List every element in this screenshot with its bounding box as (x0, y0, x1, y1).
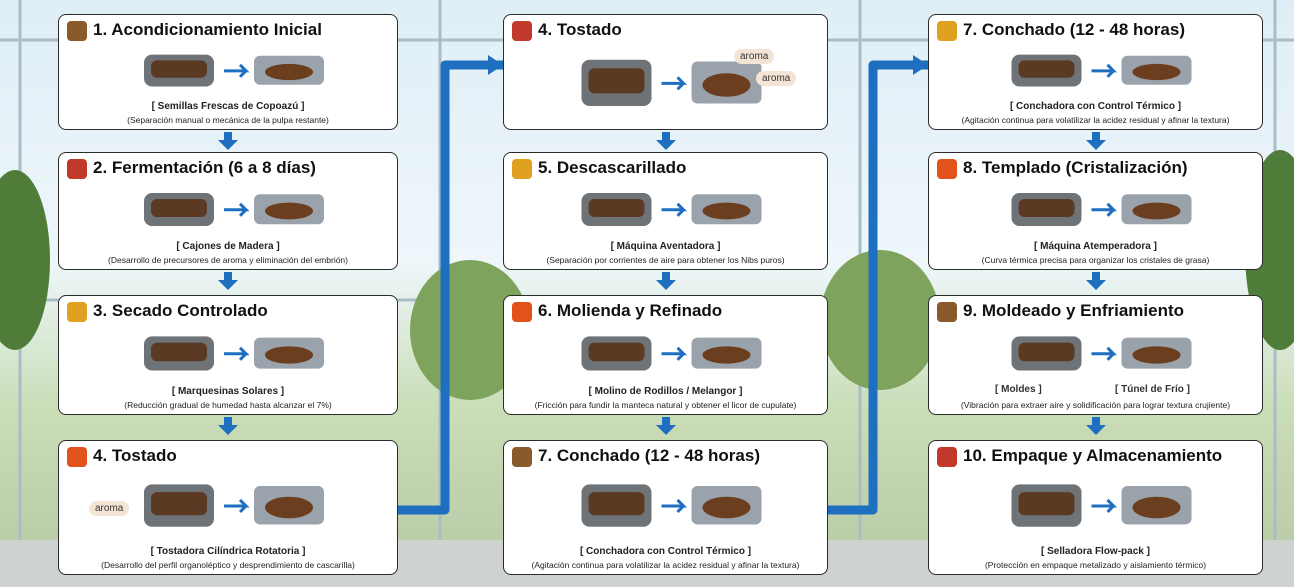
step-title: 10. Empaque y Almacenamiento (963, 446, 1222, 466)
illustration (929, 469, 1264, 546)
step-icon (937, 302, 957, 322)
step-icon (67, 302, 87, 322)
step-card: 8. Templado (Cristalización) [ Máquina At… (928, 152, 1263, 270)
equipment-label: [ Selladora Flow-pack ] (929, 546, 1262, 557)
illustration (504, 469, 829, 546)
step-title: 2. Fermentación (6 a 8 días) (93, 158, 316, 178)
equipment-label: [ Conchadora con Control Térmico ] (929, 101, 1262, 112)
step-title: 4. Tostado (93, 446, 177, 466)
step-title: 7. Conchado (12 - 48 horas) (963, 20, 1185, 40)
flow-arrow (1086, 132, 1106, 150)
step-card: 9. Moldeado y Enfriamiento [ Moldes ] [ Tú… (928, 295, 1263, 415)
step-title: 1. Acondicionamiento Inicial (93, 20, 322, 40)
step-description: (Agitación continua para volatilizar la … (929, 115, 1262, 125)
flow-arrow (656, 272, 676, 290)
illustration (929, 181, 1264, 241)
step-description: (Reducción gradual de humedad hasta alca… (59, 400, 397, 410)
illustration (59, 43, 399, 101)
illustration (59, 181, 399, 241)
step-title: 6. Molienda y Refinado (538, 301, 722, 321)
flow-arrow (218, 417, 238, 435)
equipment-label: [ Marquesinas Solares ] (59, 386, 397, 397)
step-title: 9. Moldeado y Enfriamiento (963, 301, 1184, 321)
flow-arrow (1086, 272, 1106, 290)
step-icon (937, 159, 957, 179)
image-label: [ Túnel de Frío ] (1109, 382, 1196, 397)
step-icon (512, 21, 532, 41)
equipment-label: [ Molino de Rodillos / Melangor ] (504, 386, 827, 397)
step-description: (Fricción para fundir la manteca natural… (504, 400, 827, 410)
step-icon (512, 159, 532, 179)
step-card: 6. Molienda y Refinado [ Molino de Rodill… (503, 295, 828, 415)
step-title: 5. Descascarillado (538, 158, 686, 178)
step-description: (Curva térmica precisa para organizar lo… (929, 255, 1262, 265)
illustration (504, 181, 829, 241)
step-icon (937, 21, 957, 41)
step-card: 7. Conchado (12 - 48 horas) [ Conchadora … (503, 440, 828, 575)
step-title: 4. Tostado (538, 20, 622, 40)
equipment-label: [ Cajones de Madera ] (59, 241, 397, 252)
step-description: (Agitación continua para volatilizar la … (504, 560, 827, 570)
step-card: 4. Tostado aroma aroma (503, 14, 828, 130)
step-icon (512, 447, 532, 467)
equipment-label: [ Conchadora con Control Térmico ] (504, 546, 827, 557)
step-card: 5. Descascarillado [ Máquina Aventadora ]… (503, 152, 828, 270)
step-icon (67, 159, 87, 179)
step-card: 2. Fermentación (6 a 8 días) [ Cajones de… (58, 152, 398, 270)
step-description: (Separación por corrientes de aire para … (504, 255, 827, 265)
equipment-label: [ Tostadora Cilíndrica Rotatoria ] (59, 546, 397, 557)
step-description: (Desarrollo de precursores de aroma y el… (59, 255, 397, 265)
flow-arrow (218, 132, 238, 150)
step-card: 4. Tostado aroma [ Tostadora Cilíndrica Ro… (58, 440, 398, 575)
flow-arrow (656, 132, 676, 150)
step-title: 3. Secado Controlado (93, 301, 268, 321)
step-description: (Desarrollo del perfil organoléptico y d… (59, 560, 397, 570)
illustration (59, 324, 399, 386)
flow-arrow (218, 272, 238, 290)
step-icon (937, 447, 957, 467)
image-label: aroma (734, 49, 774, 64)
flow-arrow (656, 417, 676, 435)
flow-arrow (1086, 417, 1106, 435)
step-description: (Separación manual o mecánica de la pulp… (59, 115, 397, 125)
step-icon (67, 21, 87, 41)
image-label: [ Moldes ] (989, 382, 1048, 397)
image-label: aroma (756, 71, 796, 86)
step-description: (Vibración para extraer aire y solidific… (929, 400, 1262, 410)
step-card: 3. Secado Controlado [ Marquesinas Solare… (58, 295, 398, 415)
illustration (504, 324, 829, 386)
step-icon (512, 302, 532, 322)
image-label: aroma (89, 501, 129, 516)
equipment-label: [ Máquina Atemperadora ] (929, 241, 1262, 252)
step-title: 8. Templado (Cristalización) (963, 158, 1188, 178)
step-card: 1. Acondicionamiento Inicial [ Semillas F… (58, 14, 398, 130)
illustration (929, 43, 1264, 101)
equipment-label: [ Semillas Frescas de Copoazú ] (59, 101, 397, 112)
step-description: (Protección en empaque metalizado y aisl… (929, 560, 1262, 570)
step-icon (67, 447, 87, 467)
illustration (929, 324, 1264, 386)
step-card: 7. Conchado (12 - 48 horas) [ Conchadora … (928, 14, 1263, 130)
infographic: 1. Acondicionamiento Inicial [ Semillas F… (0, 0, 1294, 587)
step-title: 7. Conchado (12 - 48 horas) (538, 446, 760, 466)
step-card: 10. Empaque y Almacenamiento [ Selladora … (928, 440, 1263, 575)
equipment-label: [ Máquina Aventadora ] (504, 241, 827, 252)
